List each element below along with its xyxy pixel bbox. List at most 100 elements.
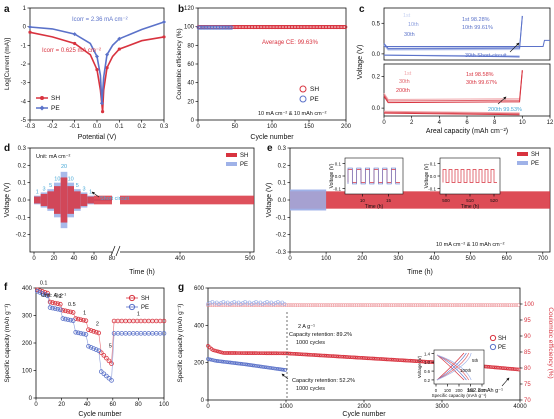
ce-point-sh <box>261 24 266 30</box>
ce-point-sh <box>426 303 431 308</box>
ce-point-pe <box>223 301 228 306</box>
legend-pe-marker <box>39 105 45 111</box>
panel-label-d: d <box>4 143 10 154</box>
capacity-point-sh <box>504 366 509 371</box>
ce-point-sh <box>400 303 405 308</box>
ce-point-sh <box>367 303 372 308</box>
capacity-point-pe <box>259 364 264 369</box>
capacity-point-sh <box>326 354 330 358</box>
ce-point-sh <box>275 24 280 30</box>
ce-point-sh <box>350 303 355 308</box>
ce-point-sh <box>509 303 514 308</box>
tafel-point-pe <box>99 101 104 106</box>
capacity-point-sh <box>276 351 281 356</box>
ce-point-sh <box>300 303 304 308</box>
capacity-point-pe <box>237 361 241 366</box>
capacity-point-pe <box>262 365 267 369</box>
rate-point-pe <box>50 305 55 311</box>
rate-point-sh <box>52 300 58 306</box>
rate-point-sh <box>88 328 94 333</box>
rate-point-sh <box>42 289 48 295</box>
x-axis-g-tick-label: 0 <box>206 404 210 410</box>
ce-point-sh <box>241 303 245 308</box>
ce-point-sh <box>252 24 258 30</box>
capacity-point-pe <box>278 367 282 372</box>
x-axis-g-tick-label: 1000 <box>279 404 293 410</box>
ce-point-sh <box>278 303 282 308</box>
capacity-point-pe <box>247 362 252 367</box>
legend-e: SH PE <box>517 152 539 167</box>
capacity-point-sh <box>508 366 512 371</box>
rate-point-sh <box>91 329 96 334</box>
x-axis-f-tick-label: 100 <box>159 402 170 408</box>
ce-point-sh <box>444 303 448 308</box>
y-axis-c-top-tick-label: 0.0 <box>372 52 381 58</box>
x-axis-f-tick-label: 20 <box>58 402 65 408</box>
capacity-point-sh <box>238 351 243 355</box>
capacity-point-pe <box>276 367 281 371</box>
x-axis-e-tick-label: 300 <box>393 256 404 262</box>
capacity-point-pe <box>281 367 286 372</box>
ce-point-pe <box>208 301 213 305</box>
ce-point-sh <box>383 303 387 308</box>
ce-point-pe <box>208 25 213 30</box>
tafel-point-pe <box>72 32 77 37</box>
panel-e: e 0 100 200 300 400 500 600 700-0.3-0.2-0.10.00… <box>266 143 551 276</box>
ce-point-sh <box>378 303 383 308</box>
capacity-point-sh <box>274 351 279 356</box>
capacity-point-pe <box>228 360 233 365</box>
ce-point-sh <box>262 303 267 308</box>
ce-point-sh <box>452 303 457 308</box>
ce-point-sh <box>282 303 287 308</box>
capacity-point-sh <box>365 356 370 361</box>
ce-point-sh <box>446 303 451 308</box>
ce-point-sh <box>292 24 297 30</box>
x-axis-d-tick-label: 0 <box>32 256 36 262</box>
y-axis-c-top-tick-label: 0.5 <box>372 21 381 27</box>
rate-point-sh <box>106 358 112 364</box>
y-axis-b-tick-label: 60 <box>187 62 194 68</box>
rate-point-pe <box>93 347 99 352</box>
inset-x-axis-tick-label: 10 <box>360 198 366 203</box>
x-axis-title-g: Cycle number <box>342 411 386 418</box>
ce-point-sh <box>411 303 416 308</box>
ce-point-pe <box>221 25 226 30</box>
capacity-point-sh <box>333 354 337 359</box>
ce-point-sh <box>295 303 300 308</box>
capacity-point-sh <box>420 359 425 364</box>
capacity-point-sh <box>348 355 353 360</box>
capacity-point-sh <box>247 351 252 355</box>
axis-ticks-g: 0 1000 2000 3000 400002004006007075808590951… <box>194 286 535 410</box>
capacity-point-pe <box>209 357 214 362</box>
y-axis-title-a: Log[Current (mA)] <box>4 38 11 90</box>
capacity-point-pe <box>271 366 276 371</box>
sh-ce-1st: 1st 98.58% <box>466 72 494 78</box>
rate-point-sh <box>65 309 71 314</box>
pe-ce-10th: 10th 99.61% <box>462 25 493 31</box>
inset-x-axis-tick-label: 0 <box>435 388 438 393</box>
ce-point-sh <box>288 24 293 30</box>
inset-e-2: -0.1 0.0 0.1 500 510 520 Time (h) Voltage (V) <box>424 157 501 210</box>
y-axis-g-right-tick-label: 75 <box>524 382 531 388</box>
legend-pe-swatch <box>517 161 528 165</box>
ce-point-sh <box>348 303 352 308</box>
ce-point-sh <box>297 303 302 308</box>
x-axis-a-tick-label: -0.3 <box>25 124 36 130</box>
inset-y-axis-tick-label: -0.1 <box>333 187 341 192</box>
inset-voltage-trace <box>442 169 497 183</box>
plot-frame-b <box>197 7 347 121</box>
inset-discharge-curve <box>436 354 472 381</box>
capacity-point-sh <box>362 356 367 360</box>
capacity-point-pe <box>267 365 272 370</box>
rate-line-sh <box>37 289 164 365</box>
ce-point-pe <box>202 25 207 30</box>
ce-point-sh <box>472 303 477 308</box>
capacity-point-sh <box>312 353 317 357</box>
ce-point-sh <box>330 303 335 308</box>
capacity-point-pe <box>283 368 288 372</box>
rate-label-f: 0.5 <box>68 302 76 308</box>
tafel-line-pe <box>29 21 165 104</box>
y-axis-a-tick-label: -2 <box>21 62 27 68</box>
ce-point-sh <box>264 24 269 30</box>
